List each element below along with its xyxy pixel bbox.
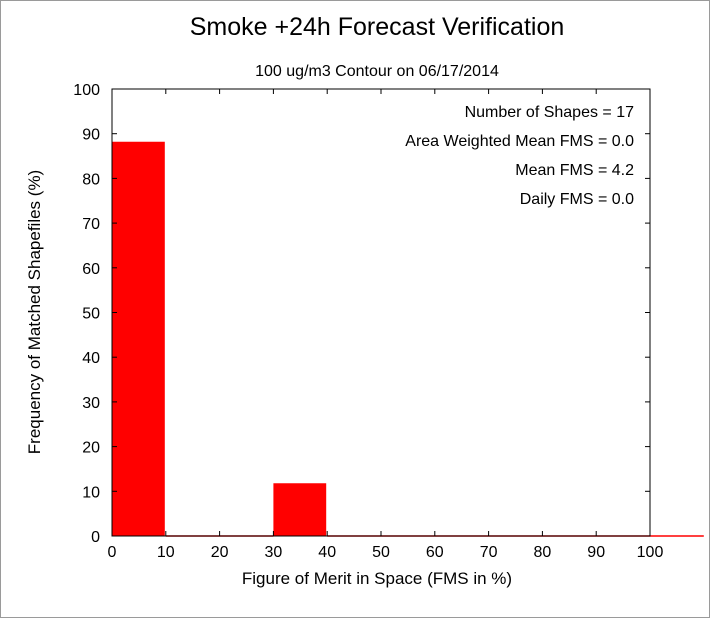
y-axis-label: Frequency of Matched Shapefiles (%): [25, 170, 44, 454]
bar-bin-0-10: [112, 141, 165, 536]
y-tick-label: 100: [73, 82, 100, 99]
y-tick-label: 50: [82, 306, 100, 323]
x-tick-label: 80: [534, 544, 552, 561]
bar-bin-30-40: [273, 483, 327, 536]
x-tick-label: 60: [426, 544, 444, 561]
x-tick-label: 50: [372, 544, 390, 561]
y-tick-label: 30: [82, 395, 100, 412]
y-tick-label: 70: [82, 216, 100, 233]
y-tick-label: 20: [82, 440, 100, 457]
stats-annotations: Number of Shapes = 17 Area Weighted Mean …: [405, 104, 634, 208]
x-tick-label: 90: [587, 544, 605, 561]
x-tick-label: 70: [480, 544, 498, 561]
chart-title: Smoke +24h Forecast Verification: [190, 13, 565, 41]
x-tick-label: 100: [637, 544, 664, 561]
y-axis-ticks: 0 10 20 30 40 50 60 70 80 90 100: [73, 82, 650, 546]
y-tick-label: 80: [82, 171, 100, 188]
y-tick-label: 40: [82, 350, 100, 367]
x-axis-ticks: 0 10 20 30 40 50 60 70 80 90 100: [108, 89, 664, 561]
stats-annotation-line: Number of Shapes = 17: [465, 104, 635, 121]
stats-annotation-line: Daily FMS = 0.0: [520, 191, 634, 208]
y-tick-label: 60: [82, 261, 100, 278]
x-axis-label: Figure of Merit in Space (FMS in %): [242, 569, 512, 588]
x-tick-label: 40: [318, 544, 336, 561]
stats-annotation-line: Area Weighted Mean FMS = 0.0: [405, 133, 634, 150]
chart-subtitle: 100 ug/m3 Contour on 06/17/2014: [255, 63, 499, 80]
y-tick-label: 10: [82, 484, 100, 501]
x-tick-label: 30: [265, 544, 283, 561]
y-tick-label: 90: [82, 127, 100, 144]
stats-annotation-line: Mean FMS = 4.2: [515, 162, 634, 179]
plot-area-border: [111, 88, 651, 537]
x-tick-label: 20: [211, 544, 229, 561]
x-tick-label: 0: [108, 544, 117, 561]
y-tick-label: 0: [91, 529, 100, 546]
x-tick-label: 10: [157, 544, 175, 561]
